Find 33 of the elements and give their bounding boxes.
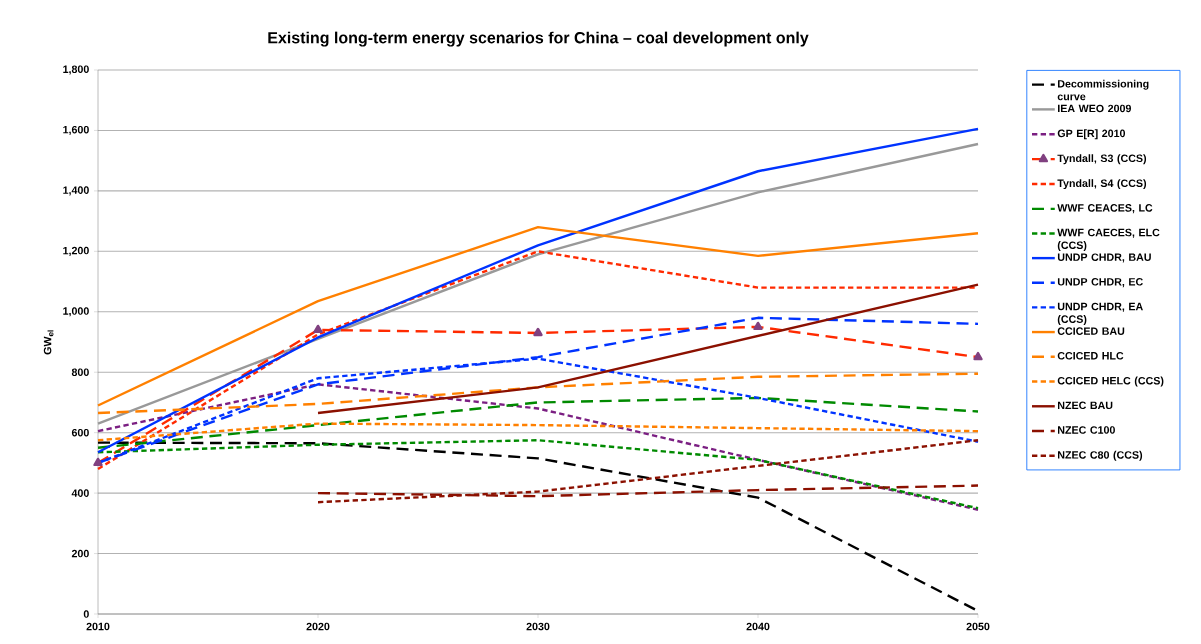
legend-label: NZEC BAU bbox=[1058, 401, 1113, 410]
legend-label: CCICED HELC (CCS) bbox=[1057, 376, 1164, 387]
legend-label: Tyndall, S4 (CCS) bbox=[1057, 179, 1147, 190]
legend-label: UNDP CHDR, BAU bbox=[1057, 253, 1151, 263]
y-tick-label: 1,600 bbox=[63, 125, 89, 135]
y-tick-label: 600 bbox=[71, 428, 89, 437]
legend-label: WWF CEACES, LC bbox=[1057, 204, 1153, 214]
legend-label: UNDP CHDR, EC bbox=[1057, 278, 1143, 288]
x-tick-label: 2010 bbox=[86, 622, 110, 631]
legend-label: NZEC C80 (CCS) bbox=[1058, 450, 1143, 461]
y-tick-label: 0 bbox=[83, 610, 89, 618]
chart-title: Existing long-term energy scenarios for China – coal development only bbox=[268, 31, 809, 47]
x-tick-label: 2030 bbox=[526, 622, 550, 631]
y-tick-label: 1,800 bbox=[63, 65, 89, 75]
legend-label: Decommissioning curve bbox=[1057, 79, 1149, 101]
legend-label: CCICED HLC bbox=[1057, 351, 1124, 360]
legend-label: Tyndall, S3 (CCS) bbox=[1057, 154, 1147, 165]
legend-label: IEA WEO 2009 bbox=[1058, 104, 1131, 113]
legend-label: UNDP CHDR, EA (CCS) bbox=[1057, 302, 1143, 326]
y-tick-label: 800 bbox=[71, 368, 89, 376]
legend-label: CCICED BAU bbox=[1057, 327, 1125, 335]
y-tick-label: 1,200 bbox=[63, 246, 89, 256]
legend-label: WWF CAECES, ELC (CCS) bbox=[1057, 228, 1160, 252]
y-tick-label: 200 bbox=[71, 549, 89, 558]
x-tick-label: 2050 bbox=[966, 622, 990, 631]
y-tick-label: 400 bbox=[71, 489, 89, 497]
y-tick-label: 1,000 bbox=[63, 307, 89, 317]
y-axis-title: GW$_{el}$ bbox=[43, 330, 54, 355]
legend-label: GP E[R] 2010 bbox=[1057, 129, 1126, 140]
x-tick-label: 2040 bbox=[746, 622, 770, 631]
x-tick-label: 2020 bbox=[306, 622, 330, 631]
legend-label: NZEC C100 bbox=[1058, 426, 1115, 434]
y-tick-label: 1,400 bbox=[63, 186, 89, 196]
